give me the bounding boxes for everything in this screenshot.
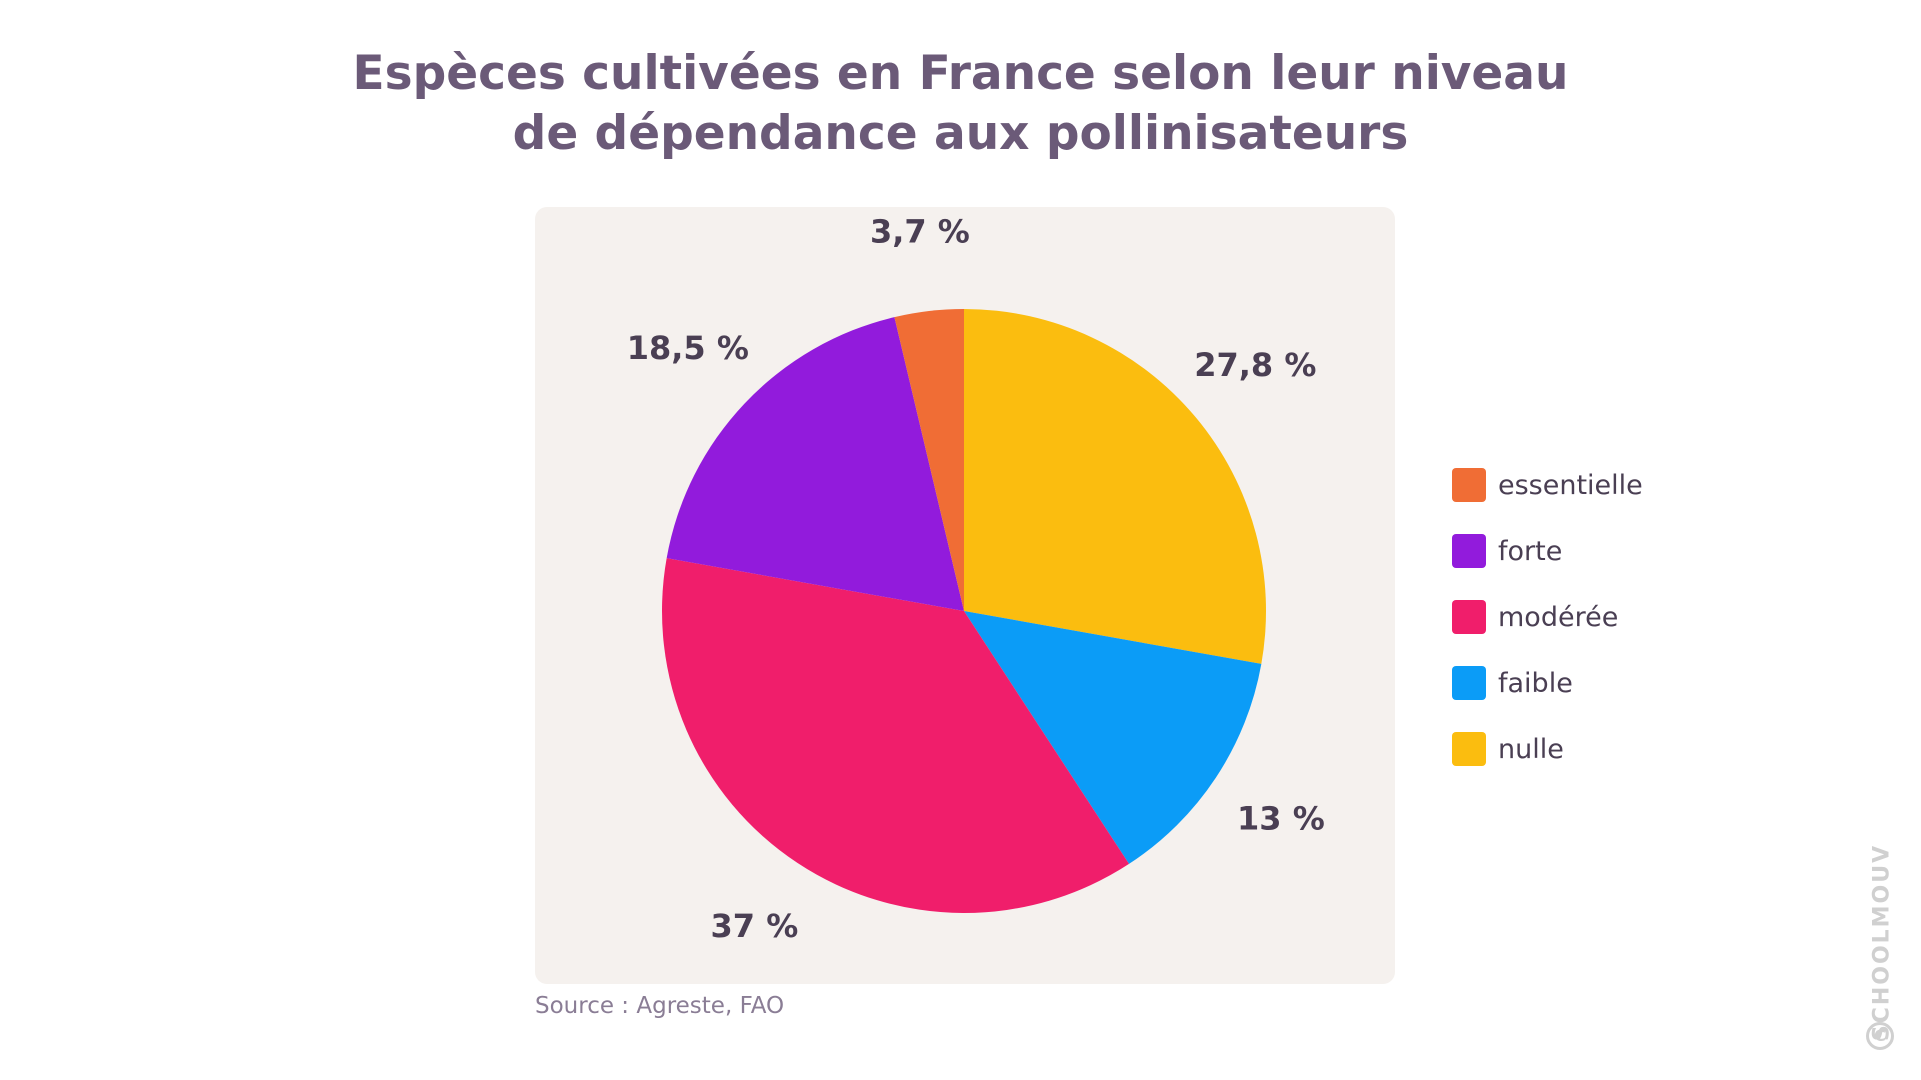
legend-swatch — [1452, 534, 1486, 568]
pie-slice-forte — [666, 317, 964, 611]
pie-slice-modérée — [661, 558, 1130, 913]
legend-item-modérée: modérée — [1452, 584, 1643, 650]
pie-label-modérée: 37 % — [711, 907, 799, 945]
schoolmouv-watermark: SCHOOLMOUV C — [1862, 840, 1902, 1060]
legend-swatch — [1452, 666, 1486, 700]
legend-swatch — [1452, 600, 1486, 634]
copyright-icon: C — [1866, 1022, 1894, 1050]
pie-labels: 27,8 % 13 % 37 % 18,5 % 3,7 % — [627, 213, 1325, 945]
legend-swatch — [1452, 468, 1486, 502]
legend-label: faible — [1498, 667, 1573, 699]
legend-label: nulle — [1498, 733, 1564, 765]
pie-label-nulle: 27,8 % — [1194, 346, 1316, 384]
chart-source: Source : Agreste, FAO — [535, 993, 785, 1019]
legend-item-forte: forte — [1452, 518, 1643, 584]
chart-title: Espèces cultivées en France selon leur n… — [0, 44, 1921, 164]
pie-slice-nulle — [964, 309, 1267, 664]
pie-slice-essentielle — [894, 309, 964, 611]
legend-item-faible: faible — [1452, 650, 1643, 716]
legend-label: forte — [1498, 535, 1563, 567]
legend-swatch — [1452, 732, 1486, 766]
chart-title-line-1: Espèces cultivées en France selon leur n… — [352, 46, 1569, 101]
legend-item-essentielle: essentielle — [1452, 452, 1643, 518]
legend-label: essentielle — [1498, 469, 1643, 501]
watermark-text: SCHOOLMOUV — [1869, 843, 1895, 1042]
pie-slice-faible — [964, 611, 1262, 864]
legend-item-nulle: nulle — [1452, 716, 1643, 782]
pie-label-forte: 18,5 % — [627, 329, 749, 367]
pie-label-faible: 13 % — [1237, 800, 1325, 838]
chart-legend: essentielle forte modérée faible nulle — [1452, 452, 1643, 782]
pie-slices — [661, 309, 1267, 913]
chart-title-line-2: de dépendance aux pollinisateurs — [512, 106, 1409, 161]
legend-label: modérée — [1498, 601, 1619, 633]
pie-label-essentielle: 3,7 % — [870, 213, 970, 251]
